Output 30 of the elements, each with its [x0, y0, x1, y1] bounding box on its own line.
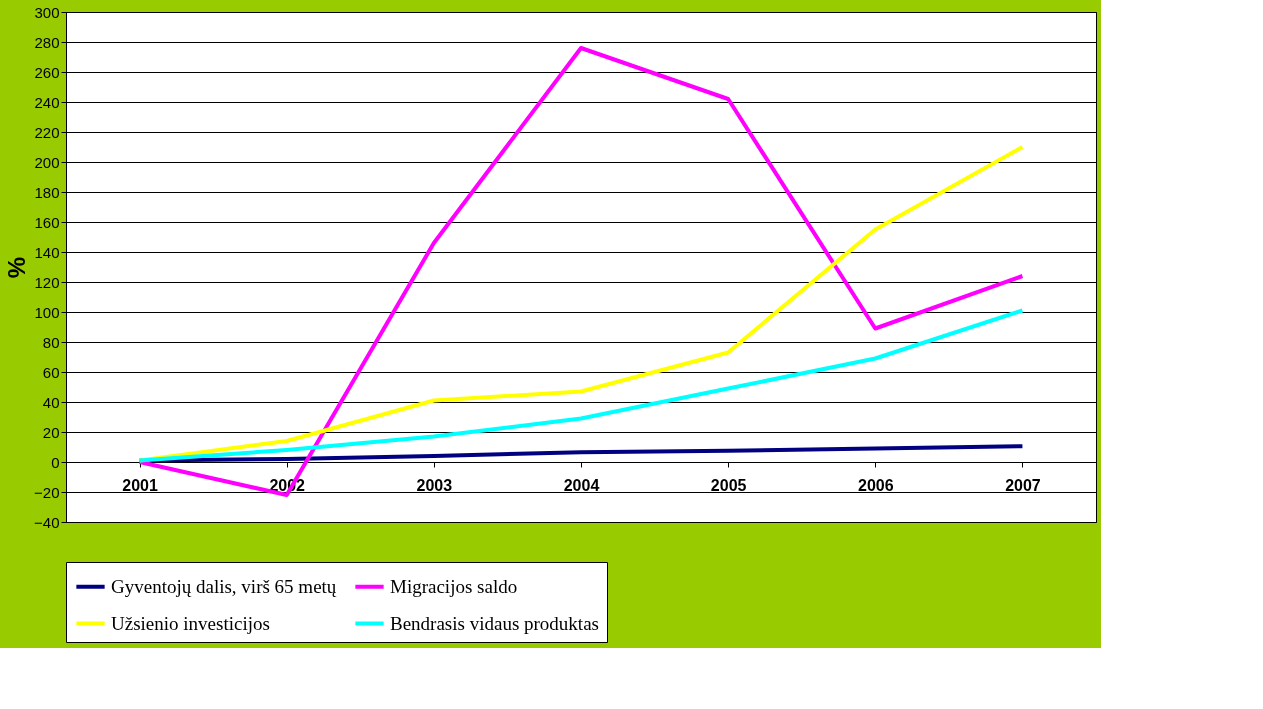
y-tick-label: 140 — [34, 243, 60, 261]
y-tick-label: 240 — [34, 93, 60, 111]
x-tick-label: 2003 — [416, 476, 453, 494]
x-tick-label: 2007 — [1005, 476, 1041, 494]
legend-label: Gyventojų dalis, virš 65 metų — [111, 575, 337, 597]
y-tick-label: 300 — [34, 3, 60, 21]
x-tick-label: 2001 — [122, 476, 158, 494]
y-tick-label: −40 — [34, 513, 60, 531]
x-tick-label: 2006 — [857, 476, 894, 494]
y-tick-label: 160 — [34, 213, 60, 231]
y-tick-label: 180 — [34, 183, 60, 201]
x-tick-label: 2004 — [563, 476, 600, 494]
y-tick-label: 60 — [42, 363, 60, 381]
y-tick-label: 220 — [34, 123, 60, 141]
y-tick-label: 280 — [34, 33, 60, 51]
y-axis-title: % — [3, 256, 31, 279]
y-tick-label: −20 — [34, 483, 60, 501]
legend-label: Bendrasis vidaus produktas — [390, 612, 599, 634]
line-series — [137, 308, 1025, 463]
legend-label: Užsienio investicijos — [111, 612, 270, 634]
y-tick-label: 0 — [51, 453, 60, 471]
y-tick-label: 40 — [42, 393, 60, 411]
y-tick-label: 100 — [34, 303, 60, 321]
y-tick-label: 120 — [34, 273, 60, 291]
y-tick-label: 200 — [34, 153, 60, 171]
y-tick-label: 80 — [42, 333, 60, 351]
y-tick-label: 20 — [42, 423, 60, 441]
legend-label: Migracijos saldo — [390, 575, 518, 597]
x-tick-label: 2005 — [710, 476, 747, 494]
y-tick-label: 260 — [34, 63, 60, 81]
